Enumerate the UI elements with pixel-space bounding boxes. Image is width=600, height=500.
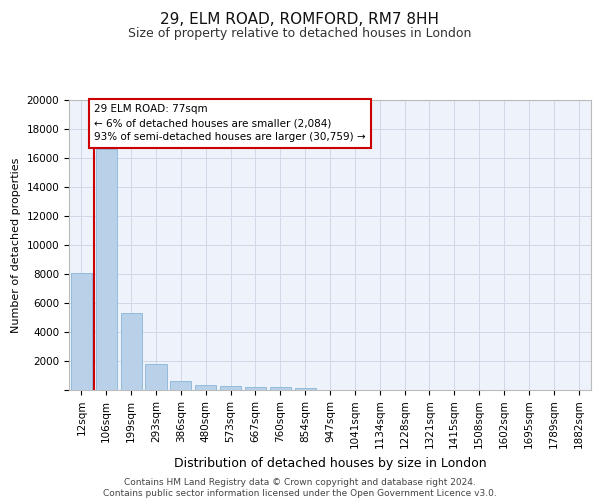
Text: Size of property relative to detached houses in London: Size of property relative to detached ho… [128, 28, 472, 40]
X-axis label: Distribution of detached houses by size in London: Distribution of detached houses by size … [173, 457, 487, 470]
Bar [220, 386, 241, 390]
Bar [145, 364, 167, 390]
Bar [71, 272, 92, 390]
Text: 29 ELM ROAD: 77sqm
← 6% of detached houses are smaller (2,084)
93% of semi-detac: 29 ELM ROAD: 77sqm ← 6% of detached hous… [94, 104, 366, 142]
Bar [170, 380, 191, 390]
Bar [295, 388, 316, 390]
Text: 29, ELM ROAD, ROMFORD, RM7 8HH: 29, ELM ROAD, ROMFORD, RM7 8HH [161, 12, 439, 28]
Bar [270, 387, 291, 390]
Bar [195, 385, 216, 390]
Bar [121, 313, 142, 390]
Bar [245, 387, 266, 390]
Bar [96, 150, 117, 390]
Y-axis label: Number of detached properties: Number of detached properties [11, 158, 21, 332]
Text: Contains HM Land Registry data © Crown copyright and database right 2024.
Contai: Contains HM Land Registry data © Crown c… [103, 478, 497, 498]
